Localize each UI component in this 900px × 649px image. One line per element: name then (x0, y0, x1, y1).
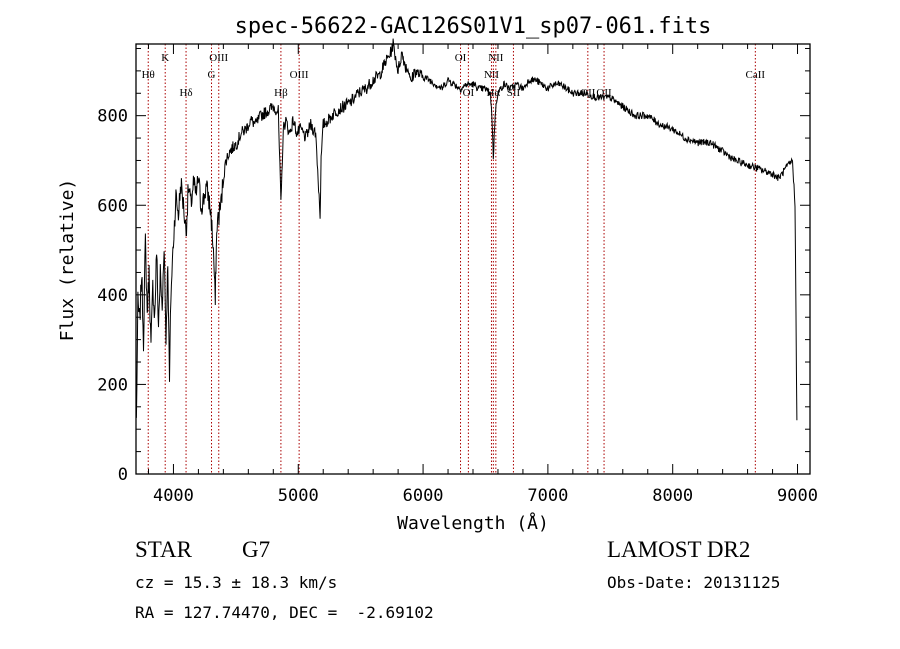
line-marker-label: Hδ (179, 87, 192, 99)
x-tick-label: 7000 (527, 486, 568, 506)
line-marker-label: OIII (290, 69, 309, 81)
subclass-label: G7 (242, 537, 271, 562)
x-axis-label: Wavelength (Å) (397, 512, 549, 534)
line-marker-label: CaII (746, 69, 766, 81)
y-tick-label: 600 (97, 196, 128, 216)
spectrum-line (135, 38, 798, 421)
line-marker-label: OIII (209, 52, 228, 64)
x-tick-label: 4000 (153, 486, 194, 506)
line-marker-label: OI (455, 52, 467, 64)
y-tick-label: 0 (118, 465, 128, 485)
y-tick-label: 200 (97, 375, 128, 395)
survey-label: LAMOST DR2 (607, 537, 751, 562)
y-tick-label: 800 (97, 107, 128, 127)
chart-title: spec-56622-GAC126S01V1_sp07-061.fits (235, 14, 712, 39)
line-marker-label: NII (488, 52, 504, 64)
coordinates-label: RA = 127.74470, DEC = -2.69102 (135, 603, 434, 622)
redshift-label: cz = 15.3 ± 18.3 km/s (135, 573, 338, 592)
x-tick-label: 8000 (652, 486, 693, 506)
line-marker-label: Hβ (274, 87, 288, 99)
line-marker-label: K (161, 52, 169, 64)
obs-date-label: Obs-Date: 20131125 (607, 573, 781, 592)
x-tick-label: 9000 (777, 486, 818, 506)
x-tick-label: 6000 (403, 486, 444, 506)
y-tick-label: 400 (97, 286, 128, 306)
y-axis-label: Flux (relative) (57, 179, 78, 342)
line-marker-label: NII (484, 69, 500, 81)
line-marker-label: Hα (486, 87, 500, 99)
plot-frame (135, 43, 811, 475)
line-marker-label: G (208, 69, 216, 81)
line-marker-label: Hθ (142, 69, 155, 81)
x-tick-label: 5000 (278, 486, 319, 506)
class-label: STAR (135, 537, 192, 562)
line-marker-label: OI (463, 87, 475, 99)
